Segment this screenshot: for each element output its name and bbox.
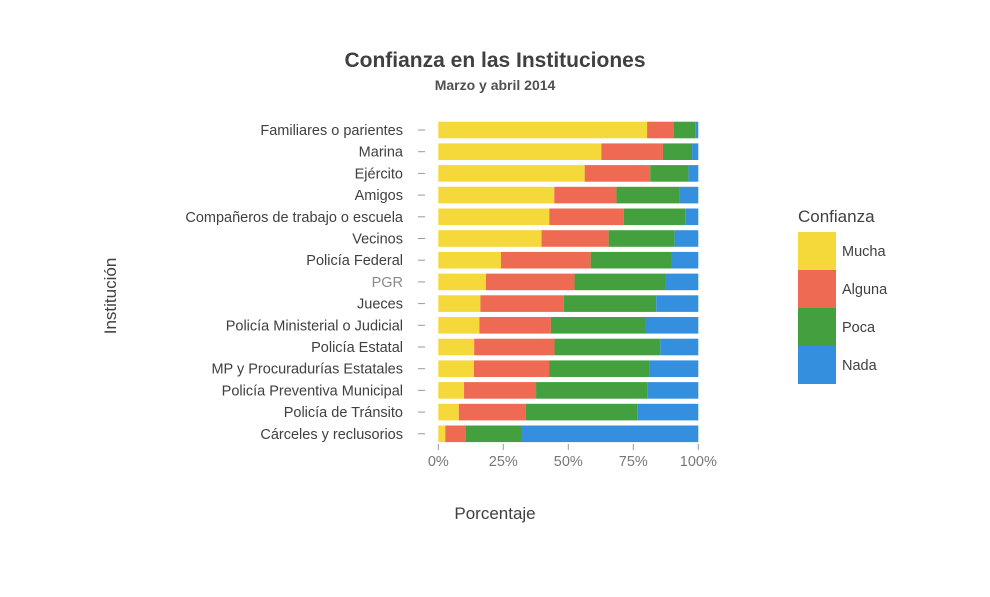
x-tick-label: 50% bbox=[554, 454, 583, 470]
bar-poca[interactable] bbox=[616, 186, 680, 204]
bar-poca[interactable] bbox=[590, 251, 671, 269]
bar-poca[interactable] bbox=[525, 403, 638, 421]
bar-mucha[interactable] bbox=[438, 208, 550, 226]
y-tick-label: Ejército bbox=[355, 166, 403, 182]
y-tick-labels: Familiares o parientes Marina Ejército Amig… bbox=[185, 123, 425, 443]
bar-alguna[interactable] bbox=[445, 425, 466, 443]
x-tick-label: 25% bbox=[489, 454, 518, 470]
bar-nada[interactable] bbox=[665, 273, 699, 291]
bar-nada[interactable] bbox=[649, 360, 699, 377]
y-tick-label: Marina bbox=[359, 145, 404, 161]
bar-alguna[interactable] bbox=[485, 273, 575, 291]
bar-nada[interactable] bbox=[671, 251, 699, 269]
legend-label: Poca bbox=[842, 320, 876, 336]
y-tick-label: Policía de Tránsito bbox=[284, 405, 403, 421]
bar-alguna[interactable] bbox=[464, 382, 537, 399]
bar-mucha[interactable] bbox=[438, 121, 648, 139]
y-tick-label: PGR bbox=[372, 275, 403, 291]
bar-alguna[interactable] bbox=[500, 251, 591, 269]
legend-swatch-nada bbox=[798, 346, 836, 384]
bar-poca[interactable] bbox=[465, 425, 523, 443]
bar-nada[interactable] bbox=[692, 143, 699, 160]
bar-nada[interactable] bbox=[645, 317, 699, 334]
y-tick-label: MP y Procuradurías Estatales bbox=[211, 362, 403, 378]
bar-poca[interactable] bbox=[549, 360, 650, 377]
y-tick-label: Vecinos bbox=[352, 232, 403, 248]
bar-mucha[interactable] bbox=[438, 338, 475, 356]
bar-poca[interactable] bbox=[536, 382, 648, 399]
y-tick-label: Amigos bbox=[355, 188, 403, 204]
bar-alguna[interactable] bbox=[479, 317, 551, 334]
bar-mucha[interactable] bbox=[438, 382, 465, 399]
legend-swatch-alguna bbox=[798, 270, 836, 308]
legend-swatch-poca bbox=[798, 308, 836, 346]
bar-mucha[interactable] bbox=[438, 295, 481, 312]
bar-poca[interactable] bbox=[650, 165, 689, 182]
bar-alguna[interactable] bbox=[474, 338, 555, 356]
x-tick-label: 100% bbox=[680, 454, 717, 470]
chart-subtitle: Marzo y abril 2014 bbox=[435, 77, 556, 93]
y-tick-label: Cárceles y reclusorios bbox=[260, 427, 403, 443]
x-tick-labels: 0% 25% 50% 75% 100% bbox=[428, 444, 717, 470]
bar-nada[interactable] bbox=[695, 121, 699, 139]
bar-poca[interactable] bbox=[563, 295, 657, 312]
legend-title: Confianza bbox=[798, 207, 875, 226]
bar-mucha[interactable] bbox=[438, 230, 542, 247]
bar-poca[interactable] bbox=[608, 230, 675, 247]
bar-mucha[interactable] bbox=[438, 143, 602, 160]
x-axis-label: Porcentaje bbox=[454, 504, 535, 523]
bar-mucha[interactable] bbox=[438, 317, 480, 334]
bar-poca[interactable] bbox=[623, 208, 686, 226]
y-axis-label: Institución bbox=[101, 258, 120, 335]
legend-label: Mucha bbox=[842, 244, 886, 260]
bar-nada[interactable] bbox=[679, 186, 699, 204]
bar-nada[interactable] bbox=[637, 403, 699, 421]
bar-alguna[interactable] bbox=[549, 208, 624, 226]
bar-poca[interactable] bbox=[554, 338, 661, 356]
bar-alguna[interactable] bbox=[647, 121, 674, 139]
bar-mucha[interactable] bbox=[438, 425, 446, 443]
bar-nada[interactable] bbox=[685, 208, 699, 226]
legend-swatch-mucha bbox=[798, 232, 836, 270]
bars-group bbox=[438, 121, 699, 443]
bar-nada[interactable] bbox=[660, 338, 699, 356]
bar-alguna[interactable] bbox=[473, 360, 550, 377]
bar-nada[interactable] bbox=[522, 425, 699, 443]
bar-alguna[interactable] bbox=[458, 403, 526, 421]
bar-poca[interactable] bbox=[673, 121, 696, 139]
bar-alguna[interactable] bbox=[554, 186, 617, 204]
bar-mucha[interactable] bbox=[438, 360, 474, 377]
bar-nada[interactable] bbox=[656, 295, 699, 312]
y-tick-label: Policía Federal bbox=[306, 253, 403, 269]
bar-poca[interactable] bbox=[662, 143, 693, 160]
bar-nada[interactable] bbox=[674, 230, 699, 247]
bar-mucha[interactable] bbox=[438, 273, 486, 291]
bar-poca[interactable] bbox=[550, 317, 646, 334]
y-tick-label: Jueces bbox=[357, 297, 403, 313]
y-tick-label: Policía Preventiva Municipal bbox=[222, 383, 403, 399]
y-tick-label: Compañeros de trabajo o escuela bbox=[185, 210, 404, 226]
bar-mucha[interactable] bbox=[438, 251, 501, 269]
bar-mucha[interactable] bbox=[438, 165, 585, 182]
bar-mucha[interactable] bbox=[438, 186, 555, 204]
x-tick-label: 0% bbox=[428, 454, 449, 470]
legend: Mucha Alguna Poca Nada bbox=[798, 232, 888, 384]
y-tick-label: Policía Ministerial o Judicial bbox=[226, 318, 403, 334]
y-tick-label: Policía Estatal bbox=[311, 340, 403, 356]
bar-poca[interactable] bbox=[574, 273, 666, 291]
bar-alguna[interactable] bbox=[541, 230, 609, 247]
bar-nada[interactable] bbox=[688, 165, 699, 182]
bar-alguna[interactable] bbox=[601, 143, 663, 160]
y-tick-label: Familiares o parientes bbox=[260, 123, 403, 139]
bar-nada[interactable] bbox=[647, 382, 699, 399]
bar-alguna[interactable] bbox=[480, 295, 564, 312]
legend-label: Alguna bbox=[842, 282, 888, 298]
chart-title: Confianza en las Instituciones bbox=[344, 49, 645, 72]
bar-alguna[interactable] bbox=[584, 165, 651, 182]
x-tick-label: 75% bbox=[619, 454, 648, 470]
legend-label: Nada bbox=[842, 358, 878, 374]
bar-mucha[interactable] bbox=[438, 403, 459, 421]
